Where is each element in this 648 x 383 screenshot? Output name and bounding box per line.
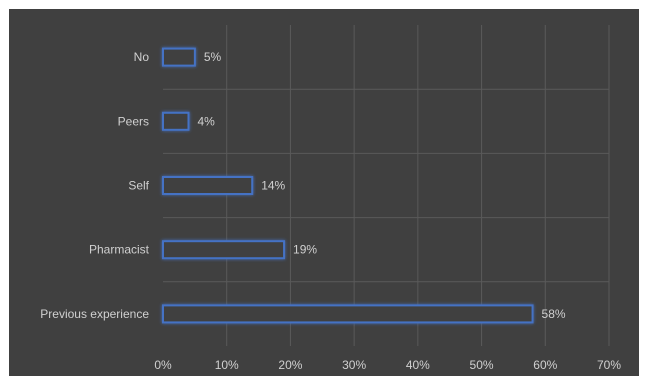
category-label: Self	[128, 179, 149, 193]
labels: 0% 10% 20% 30% 40% 50% 60% 70% No 5% Peers 4% Self 14…	[40, 50, 621, 372]
chart-area: 0% 10% 20% 30% 40% 50% 60% 70% No 5% Peers 4% Self 14…	[9, 9, 639, 376]
category-label: Peers	[118, 114, 149, 128]
category-label: Pharmacist	[89, 243, 150, 257]
gridlines	[163, 25, 610, 346]
x-tick-label: 10%	[215, 358, 239, 372]
bar	[162, 304, 534, 324]
bar	[162, 47, 196, 67]
category-label: Previous experience	[40, 307, 149, 321]
data-label: 58%	[542, 307, 566, 321]
x-tick-label: 40%	[406, 358, 430, 372]
x-tick-label: 20%	[278, 358, 302, 372]
bar-chart: 0% 10% 20% 30% 40% 50% 60% 70% No 5% Peers 4% Self 14…	[40, 25, 621, 372]
bars	[162, 47, 534, 324]
data-label: 5%	[204, 50, 222, 64]
category-label: No	[134, 50, 150, 64]
data-label: 14%	[261, 179, 285, 193]
bar	[162, 111, 190, 131]
bar	[162, 240, 286, 260]
data-label: 4%	[197, 114, 215, 128]
x-tick-label: 50%	[470, 358, 494, 372]
x-tick-label: 60%	[533, 358, 557, 372]
x-tick-label: 70%	[597, 358, 621, 372]
bar	[162, 176, 254, 195]
x-tick-label: 30%	[342, 358, 366, 372]
x-tick-label: 0%	[154, 358, 172, 372]
data-label: 19%	[293, 243, 317, 257]
